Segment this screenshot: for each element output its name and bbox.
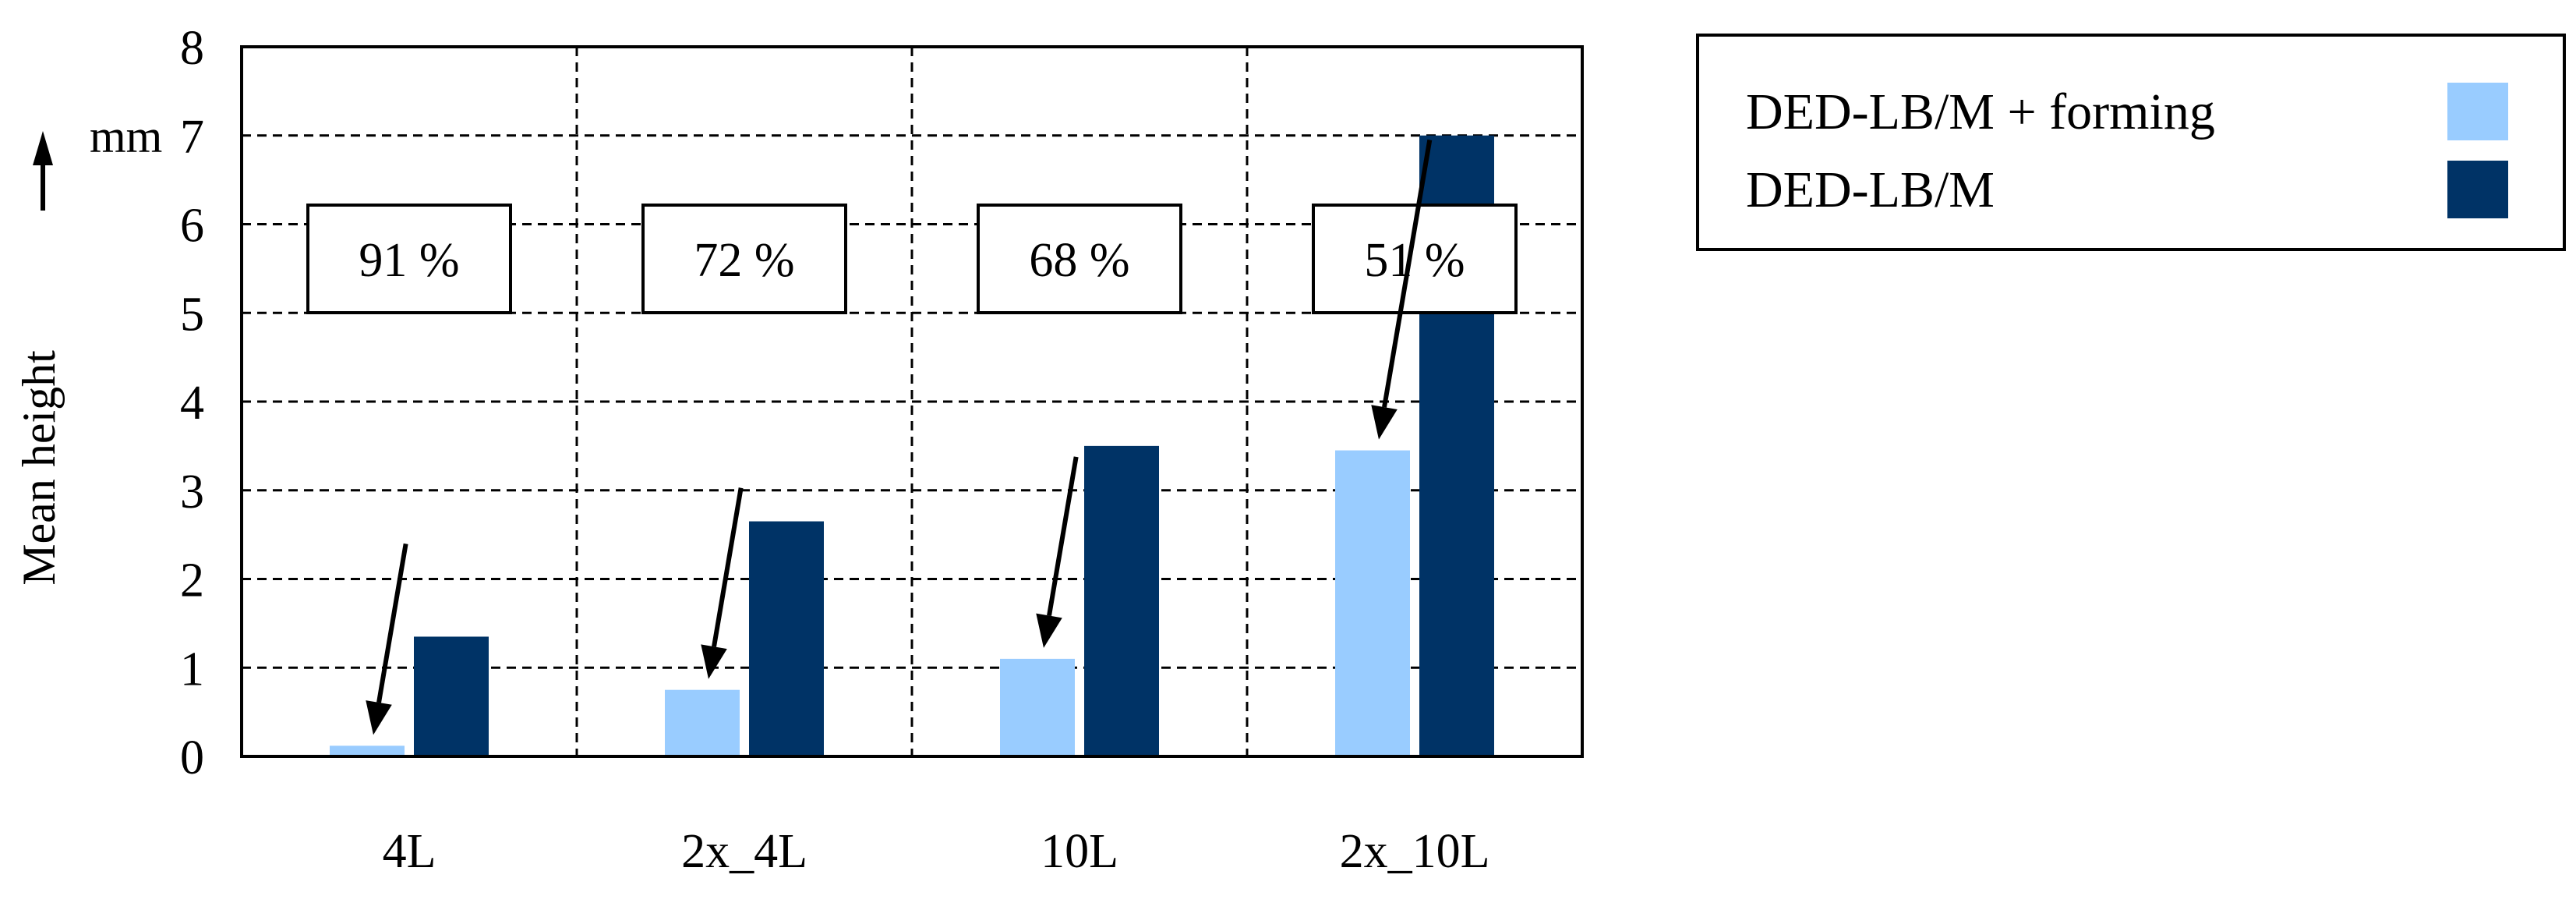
plot-border <box>240 45 1584 758</box>
legend-swatch <box>2447 83 2508 140</box>
x-tick-label: 4L <box>383 825 436 878</box>
y-tick-label: 0 <box>180 731 204 784</box>
x-tick-label: 10L <box>1041 825 1118 878</box>
y-axis-arrow <box>33 131 53 211</box>
reduction-arrow <box>1382 139 1433 408</box>
reduction-box <box>641 204 847 314</box>
x-tick-labels: 4L 2x_4L 10L 2x_10L <box>383 825 1490 878</box>
y-tick-label: 5 <box>180 288 204 341</box>
reduction-arrow-head <box>701 644 727 679</box>
reduction-label: 68 % <box>1029 234 1129 287</box>
reduction-arrow-head <box>1371 405 1398 440</box>
x-tick-label: 2x_10L <box>1340 825 1490 878</box>
reduction-box <box>306 204 512 314</box>
bar-forming-10L <box>1000 658 1075 756</box>
y-tick-label: 2 <box>180 554 204 607</box>
reduction-labels: 91 % 72 % 68 % 51 % <box>306 204 1518 314</box>
legend: DED-LB/M + forming DED-LB/M <box>1696 34 2566 251</box>
reduction-arrow-head <box>366 700 392 735</box>
reduction-arrow <box>1047 456 1079 616</box>
bar-ded-4L <box>414 636 489 756</box>
legend-label: DED-LB/M <box>1746 161 1995 218</box>
reduction-label: 51 % <box>1364 234 1465 287</box>
y-tick-label: 7 <box>180 111 204 164</box>
legend-label: DED-LB/M + forming <box>1746 83 2215 140</box>
y-tick-labels: 0 1 2 3 4 5 6 7 8 <box>180 22 204 784</box>
reduction-arrows <box>366 139 1433 735</box>
reduction-label: 91 % <box>359 234 459 287</box>
y-tick-label: 8 <box>180 22 204 75</box>
reduction-arrow <box>712 487 744 647</box>
y-tick-label: 1 <box>180 643 204 696</box>
bar-forming-2x_4L <box>665 689 740 756</box>
y-axis-unit: mm <box>90 111 162 162</box>
y-tick-label: 4 <box>180 377 204 430</box>
bar-ded-2x_4L <box>749 521 824 756</box>
bar-forming-4L <box>330 745 405 756</box>
x-tick-label: 2x_4L <box>681 825 807 878</box>
reduction-box <box>977 204 1182 314</box>
reduction-arrow-head <box>1036 613 1062 648</box>
bar-forming-2x_10L <box>1335 450 1410 756</box>
reduction-arrow <box>376 543 408 703</box>
y-tick-label: 6 <box>180 200 204 253</box>
legend-swatch <box>2447 161 2508 218</box>
legend-box <box>1696 34 2566 251</box>
reduction-label: 72 % <box>694 234 794 287</box>
bar-ded-10L <box>1084 445 1159 756</box>
y-axis-label: Mean height <box>13 350 65 586</box>
y-tick-label: 3 <box>180 466 204 519</box>
